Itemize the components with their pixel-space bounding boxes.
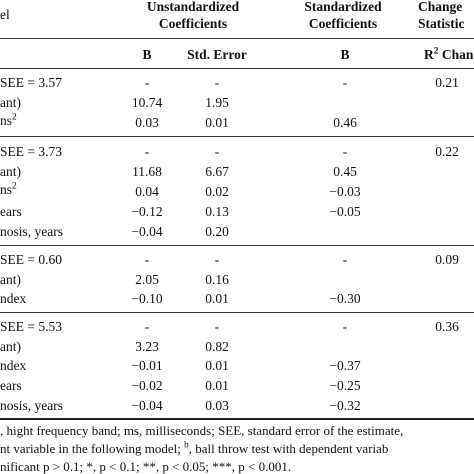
block2-row4-label: ears: [0, 204, 22, 219]
header-rule: [0, 38, 474, 39]
block1-row1-r2: 0.21: [435, 75, 459, 90]
block2-rule: [0, 245, 474, 246]
block2-row1-se: -: [214, 144, 220, 159]
block3-row2-b: 2.05: [135, 272, 159, 287]
block2-row3-b: 0.04: [135, 184, 159, 199]
block2-row2-b: 11.68: [132, 164, 162, 179]
table-bottom-rule: [0, 418, 474, 420]
block1-row3-label: ns2: [0, 112, 17, 128]
block3-row1-beta: -: [342, 252, 348, 267]
block2-row3-label: ns2: [0, 181, 17, 197]
block3-row3-beta: −0.30: [329, 291, 361, 306]
block1-row3-se: 0.01: [205, 115, 229, 130]
header-standardized: Standardized Coefficients: [283, 0, 403, 30]
block4-row1-beta: -: [342, 319, 348, 334]
r2-change-label: Chang: [441, 47, 474, 62]
block4-row2-b: 3.23: [135, 339, 159, 354]
block3-row1-r2: 0.09: [435, 252, 459, 267]
block4-row4-label: ears: [0, 378, 22, 393]
block2-row3-label-sup: 2: [12, 181, 17, 192]
block2-row5-label: nosis, years: [0, 224, 63, 239]
block1-rule: [0, 136, 474, 137]
block2-row3-se: 0.02: [205, 184, 229, 199]
block4-row1-label: SEE = 5.53: [0, 319, 62, 334]
block2-row5-b: −0.04: [131, 224, 163, 239]
footnote-line2: nt variable in the following model; b, b…: [0, 439, 389, 456]
footnote-line2-b: , ball throw test with dependent variab: [188, 441, 389, 456]
block4-row4-b: −0.02: [131, 378, 163, 393]
footnote-line2-a: nt variable in the following model;: [0, 441, 185, 456]
block2-row2-se: 6.67: [205, 164, 229, 179]
block2-row4-b: −0.12: [131, 204, 163, 219]
block3-row3-label: ndex: [0, 291, 27, 306]
block3-row3-b: −0.10: [131, 291, 163, 306]
block2-row1-r2: 0.22: [435, 144, 459, 159]
subheader-b-unstd: B: [142, 47, 152, 62]
block3-row1-label: SEE = 0.60: [0, 252, 62, 267]
header-unstandardized: Unstandardized Coefficients: [118, 0, 268, 30]
block4-row3-beta: −0.37: [329, 358, 361, 373]
block3-row3-se: 0.01: [205, 291, 229, 306]
block3-row2-label: ant): [0, 272, 21, 287]
block4-row5-se: 0.03: [205, 398, 229, 413]
header-model-label: el: [0, 7, 10, 22]
block1-row1-beta: -: [342, 75, 348, 90]
footnote-line3: nificant p > 0.1; *, p < 0.1; **, p < 0.…: [0, 459, 292, 474]
subheader-rule: [0, 68, 474, 69]
header-unstandardized-line2: Coefficients: [158, 15, 228, 31]
block3-rule: [0, 312, 474, 313]
block4-row2-label: ant): [0, 339, 21, 354]
block2-row3-label-text: ns: [0, 182, 13, 197]
block1-row3-label-text: ns: [0, 113, 13, 128]
block2-row4-se: 0.13: [205, 204, 229, 219]
block1-row2-label: ant): [0, 95, 21, 110]
block2-row5-se: 0.20: [205, 224, 229, 239]
block4-row5-label: nosis, years: [0, 398, 63, 413]
block1-row1-se: -: [214, 75, 220, 90]
block1-row1-label: SEE = 3.57: [0, 75, 62, 90]
block1-row2-b: 10.74: [131, 95, 163, 110]
block1-row3-beta: 0.46: [333, 115, 357, 130]
subheader-std-error: Std. Error: [187, 47, 247, 62]
block2-row1-label: SEE = 3.73: [0, 144, 62, 159]
header-change-statistics: Change Statistic: [418, 0, 474, 30]
block4-row4-beta: −0.25: [329, 378, 361, 393]
header-unstandardized-line1: Unstandardized: [146, 0, 240, 14]
subheader-b-std: B: [340, 47, 350, 62]
block4-row3-se: 0.01: [205, 358, 229, 373]
block1-row3-label-sup: 2: [12, 112, 17, 123]
block4-row3-label: ndex: [0, 358, 27, 373]
block4-row5-b: −0.04: [131, 398, 163, 413]
header-change-line1: Change: [418, 0, 463, 14]
block3-row1-se: -: [214, 252, 220, 267]
block3-row2-se: 0.16: [205, 272, 229, 287]
block2-row1-b: -: [144, 144, 150, 159]
block2-row2-label: ant): [0, 164, 21, 179]
block4-row5-beta: −0.32: [329, 398, 361, 413]
header-change-line2: Statistic: [418, 15, 465, 31]
block4-row3-b: −0.01: [131, 358, 163, 373]
block4-row4-se: 0.01: [205, 378, 229, 393]
footnote-line2-sup: b: [184, 439, 189, 450]
header-standardized-line2: Coefficients: [308, 15, 378, 31]
r2-label: R: [424, 47, 434, 62]
block4-row1-b: -: [144, 319, 150, 334]
header-standardized-line1: Standardized: [304, 0, 382, 14]
block2-row3-beta: −0.03: [329, 184, 361, 199]
block1-row2-se: 1.95: [205, 95, 229, 110]
block1-row1-b: -: [144, 75, 150, 90]
block2-row2-beta: 0.45: [333, 164, 357, 179]
r2-superscript: 2: [433, 46, 439, 57]
block1-row3-b: 0.03: [135, 115, 159, 130]
block4-row1-r2: 0.36: [435, 319, 459, 334]
subheader-r2-change: R2 Chang: [424, 46, 474, 62]
block3-row1-b: -: [144, 252, 150, 267]
block4-row2-se: 0.82: [205, 339, 229, 354]
footnote-line1: , hight frequency band; ms, milliseconds…: [0, 423, 404, 438]
block2-row4-beta: −0.05: [329, 204, 361, 219]
block2-row1-beta: -: [342, 144, 348, 159]
block4-row1-se: -: [214, 319, 220, 334]
